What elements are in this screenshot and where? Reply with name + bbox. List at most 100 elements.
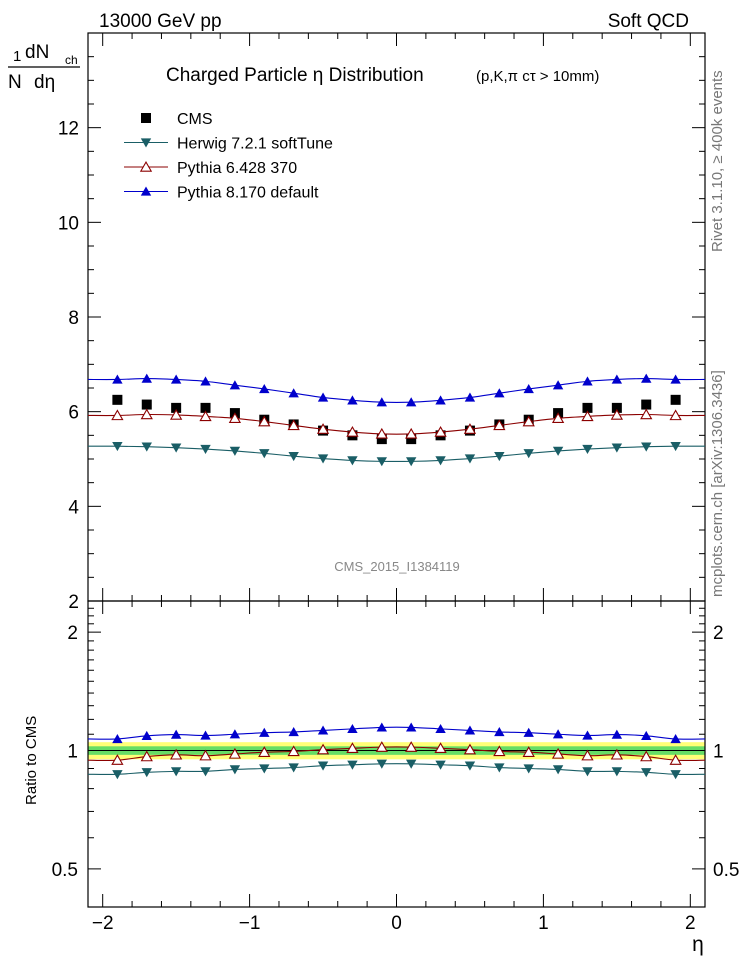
ratio-ytick-label-right: 0.5 (713, 860, 739, 881)
ratio-data-point (112, 770, 123, 780)
legend-entry: Pythia 6.428 370 (124, 160, 297, 177)
main-series-line (87, 445, 706, 463)
ratio-data-point (347, 760, 358, 770)
main-data-point (523, 449, 534, 459)
legend-label: CMS (177, 111, 213, 128)
main-series-line (87, 413, 706, 435)
mcplots-label: mcplots.cern.ch [arXiv:1306.3436] (709, 370, 726, 597)
ratio-ylabel: Ratio to CMS (23, 716, 40, 805)
legend-entry: CMS (141, 111, 213, 128)
ratio-data-point (493, 745, 506, 757)
main-data-point (581, 410, 594, 422)
ratio-data-point (582, 767, 593, 777)
main-data-point (641, 442, 652, 452)
ylabel-ch: ch (65, 53, 78, 67)
ratio-data-point (405, 759, 417, 769)
ratio-data-point (376, 722, 388, 732)
ratio-data-point (346, 742, 359, 754)
ratio-data-point (288, 763, 299, 773)
chart-subtitle: (p,K,π cτ > 10mm) (476, 68, 599, 85)
legend-label: Pythia 6.428 370 (177, 160, 297, 177)
main-data-point (611, 374, 623, 384)
main-data-point (169, 408, 183, 420)
ratio-data-point (611, 767, 623, 777)
ratio-data-point (405, 741, 418, 752)
ratio-data-point (464, 761, 476, 771)
main-data-point (405, 427, 418, 439)
main-data-point (582, 402, 593, 413)
main-data-point (434, 425, 447, 437)
main-data-point (170, 374, 182, 384)
legend-label: Herwig 7.2.1 softTune (177, 136, 333, 153)
ratio-ytick-label-right: 1 (713, 742, 724, 763)
ratio-data-point (640, 750, 653, 762)
main-data-point (669, 409, 682, 421)
legend-label: Pythia 8.170 default (177, 185, 319, 202)
analysis-watermark: CMS_2015_I1384119 (334, 559, 460, 574)
ratio-data-point (641, 730, 652, 740)
main-data-point (611, 402, 622, 413)
main-data-point (435, 456, 446, 466)
ratio-data-point (200, 730, 211, 740)
main-data-point (346, 425, 359, 437)
main-data-point (552, 380, 564, 390)
ratio-series-line (87, 763, 706, 775)
main-data-point (670, 442, 681, 452)
ylabel-one: 1 (13, 48, 21, 65)
main-data-point (112, 394, 123, 405)
main-data-point (317, 454, 329, 464)
ratio-data-point (200, 767, 211, 777)
main-data-point (141, 442, 152, 452)
ratio-data-point (229, 765, 241, 775)
ratio-panel-series (87, 722, 706, 780)
header-left: 13000 GeV pp (99, 11, 222, 32)
main-data-point (347, 456, 358, 466)
main-data-point (551, 412, 565, 424)
xtick-label: −1 (239, 913, 261, 934)
ratio-panel-axes: 0.5 0.5 1 1 2 2 −2 −1 0 1 2 (52, 600, 739, 934)
main-data-point (405, 457, 417, 467)
rivet-label: Rivet 3.1.10, ≥ 400k events (709, 70, 726, 252)
ratio-data-point (317, 761, 329, 771)
main-data-point (316, 423, 330, 434)
main-data-point (610, 408, 624, 420)
ratio-data-point (229, 729, 241, 739)
main-data-point (288, 452, 299, 462)
main-data-point (376, 457, 388, 467)
ratio-data-point (258, 746, 271, 757)
main-data-point (229, 380, 241, 390)
main-data-point (522, 415, 535, 427)
main-data-point (376, 397, 388, 407)
main-data-point (259, 449, 270, 459)
main-data-point (199, 410, 212, 422)
main-data-point (463, 423, 477, 434)
ratio-data-point (582, 730, 593, 740)
ratio-series-line (87, 746, 706, 761)
ratio-data-point (317, 725, 329, 735)
ratio-data-point (170, 729, 182, 739)
xtick-label: 2 (685, 913, 696, 934)
ratio-data-point (376, 759, 388, 769)
main-data-point (641, 399, 652, 410)
main-ylabel: 1 dN ch N dη (8, 42, 80, 93)
main-ytick-label: 12 (58, 119, 79, 140)
ratio-ytick-label: 2 (67, 623, 78, 644)
ratio-data-point (641, 768, 652, 778)
main-data-point (317, 392, 329, 402)
main-ytick-label: 8 (68, 308, 79, 329)
main-data-point (200, 376, 211, 386)
ratio-data-point (316, 743, 330, 755)
ratio-data-point (551, 747, 565, 759)
main-data-point (611, 443, 623, 453)
ratio-data-point (552, 729, 564, 739)
main-data-point (347, 395, 358, 405)
legend-entry: Pythia 8.170 default (124, 185, 319, 202)
main-data-point (670, 374, 681, 384)
header-right: Soft QCD (608, 11, 689, 32)
main-data-point (493, 419, 506, 431)
ratio-data-point (170, 767, 182, 777)
ratio-data-point (347, 723, 358, 734)
main-data-point (288, 388, 299, 398)
main-data-point (641, 373, 652, 383)
